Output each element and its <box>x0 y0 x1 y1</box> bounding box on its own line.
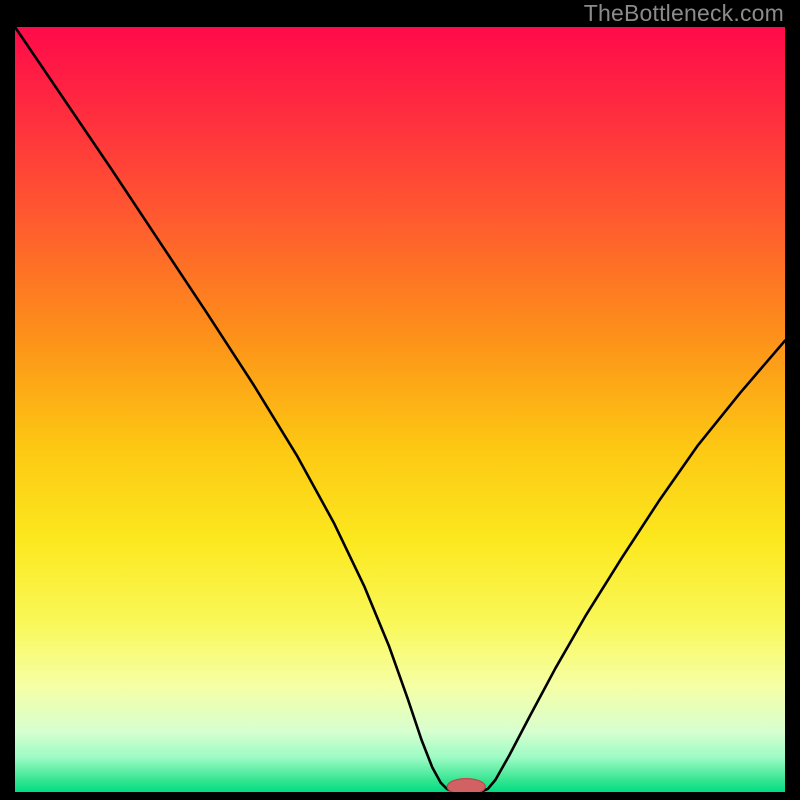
bottleneck-curve-chart <box>15 27 785 792</box>
plot-area <box>15 27 785 792</box>
optimum-marker <box>447 779 485 792</box>
watermark-text: TheBottleneck.com <box>584 0 784 27</box>
chart-frame: TheBottleneck.com <box>0 0 800 800</box>
